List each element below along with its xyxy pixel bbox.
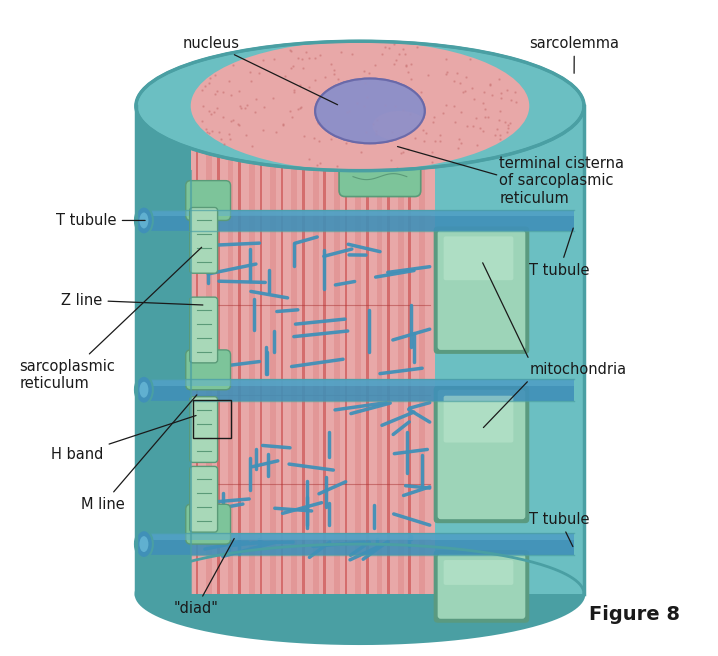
FancyBboxPatch shape [434,386,529,523]
Bar [238,106,241,594]
Text: terminal cisterna
of sarcoplasmic
reticulum: terminal cisterna of sarcoplasmic reticu… [500,155,625,205]
FancyBboxPatch shape [186,504,230,544]
Bar [259,106,262,594]
FancyBboxPatch shape [434,550,529,623]
Ellipse shape [135,530,153,558]
Bar [366,106,368,594]
FancyBboxPatch shape [186,350,230,390]
Ellipse shape [315,79,425,143]
Bar [398,106,404,594]
Text: T tubule: T tubule [56,213,145,228]
Bar [206,106,213,594]
Text: M line: M line [81,395,197,512]
FancyBboxPatch shape [190,297,218,363]
Bar [355,106,361,594]
Bar [141,209,574,232]
FancyBboxPatch shape [444,396,513,443]
Text: Z line: Z line [61,293,203,308]
Bar [141,379,574,386]
Bar [217,106,220,594]
Text: T tubule: T tubule [529,228,589,277]
FancyBboxPatch shape [190,466,218,532]
Bar [136,106,584,594]
Bar [141,379,574,401]
Ellipse shape [136,544,584,644]
FancyBboxPatch shape [186,180,230,220]
FancyBboxPatch shape [438,230,526,350]
Ellipse shape [191,41,529,171]
Text: sarcolemma: sarcolemma [529,35,620,73]
FancyBboxPatch shape [444,236,513,280]
FancyBboxPatch shape [190,207,218,274]
Text: sarcoplasmic
reticulum: sarcoplasmic reticulum [19,247,202,391]
FancyBboxPatch shape [438,554,526,619]
Bar [376,106,383,594]
Bar [313,106,319,594]
FancyBboxPatch shape [434,226,529,354]
FancyBboxPatch shape [190,397,218,462]
Bar [192,400,230,438]
FancyBboxPatch shape [438,390,526,519]
Bar [387,106,390,594]
Ellipse shape [136,41,584,171]
Ellipse shape [135,376,153,403]
Text: T tubule: T tubule [529,512,589,546]
Bar [409,106,411,594]
Bar [434,106,584,594]
Ellipse shape [373,111,427,141]
Bar [136,106,191,594]
Bar [292,106,297,594]
Bar [141,533,574,555]
Bar [270,106,276,594]
Bar [191,106,434,594]
Bar [302,106,304,594]
Bar [345,106,348,594]
Bar [249,106,255,594]
Text: mitochondria: mitochondria [529,362,626,377]
Text: nucleus: nucleus [182,35,337,105]
Text: Figure 8: Figure 8 [589,605,680,624]
Bar [419,106,425,594]
Bar [141,209,574,216]
Bar [281,106,284,594]
Ellipse shape [135,207,153,234]
Bar [141,533,574,540]
FancyBboxPatch shape [339,130,421,197]
Bar [196,106,198,594]
Ellipse shape [139,213,149,228]
Text: H band: H band [51,415,196,462]
Ellipse shape [139,536,149,552]
Text: "diad": "diad" [173,539,234,616]
Bar [334,106,340,594]
Bar [323,106,326,594]
Bar [228,106,233,594]
Ellipse shape [315,79,425,143]
Ellipse shape [192,51,527,161]
FancyBboxPatch shape [444,560,513,585]
Ellipse shape [139,382,149,398]
